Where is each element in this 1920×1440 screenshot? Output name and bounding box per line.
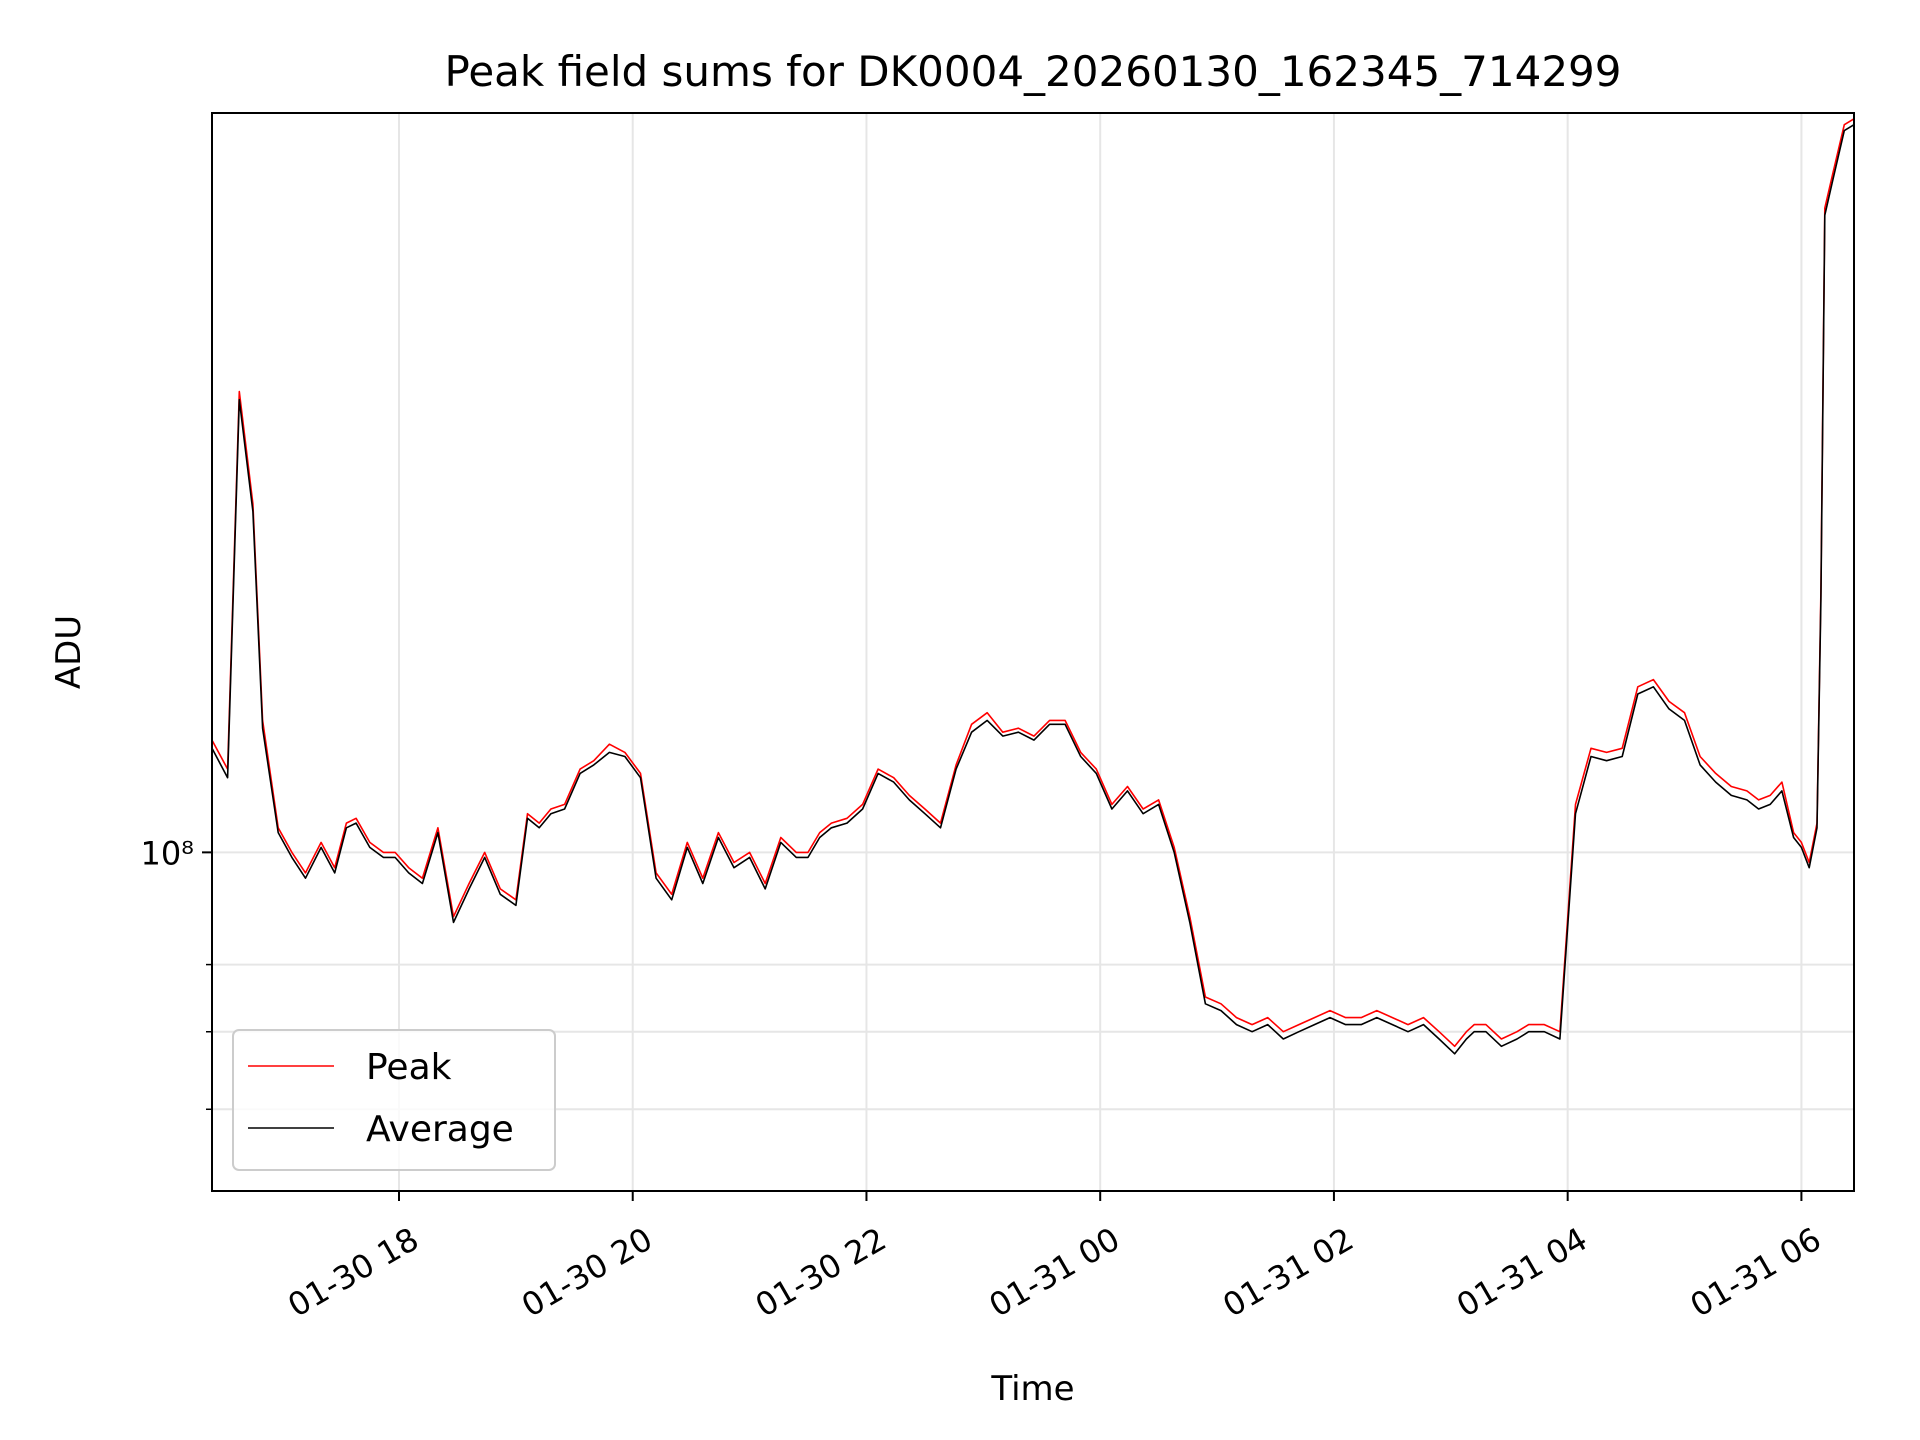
series-layer	[211, 118, 1855, 1055]
y-axis: 10⁸	[140, 834, 212, 1111]
legend-label-peak: Peak	[366, 1047, 452, 1088]
y-axis-label: ADU	[49, 615, 89, 689]
series-line-peak	[211, 118, 1855, 1048]
legend: Peak Average	[232, 1029, 556, 1171]
plot-frame	[211, 112, 1855, 1192]
y-tick-label: 10⁸	[140, 834, 194, 872]
legend-box	[232, 1029, 556, 1171]
chart-title: Peak field sums for DK0004_20260130_1623…	[444, 47, 1621, 96]
legend-label-average: Average	[366, 1109, 514, 1150]
x-axis-label: Time	[990, 1369, 1074, 1409]
series-line-average	[211, 124, 1855, 1055]
